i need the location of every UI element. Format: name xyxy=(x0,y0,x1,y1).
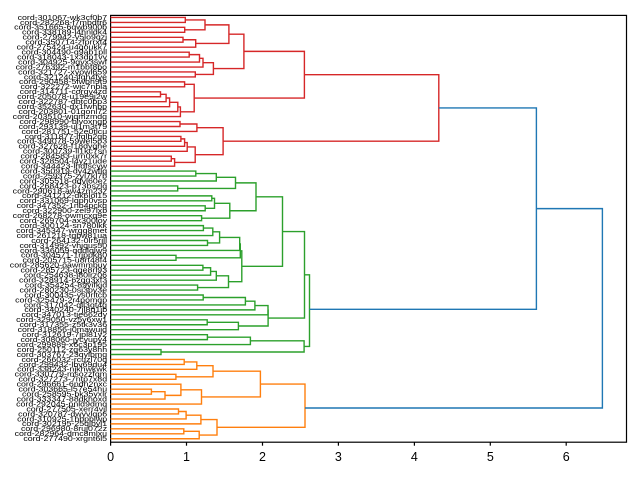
svg-text:cord-301067-wk3cf0b7: cord-301067-wk3cf0b7 xyxy=(18,13,108,22)
svg-text:cord-347013-tje662dy: cord-347013-tje662dy xyxy=(22,310,108,319)
svg-text:cord-320787-dwyvlqp6: cord-320787-dwyvlqp6 xyxy=(18,409,107,418)
svg-text:cord-318043-1x3dp1vv: cord-318043-1x3dp1vv xyxy=(17,52,107,61)
svg-text:cord-341212-dk6lol15: cord-341212-dk6lol15 xyxy=(22,191,107,200)
svg-text:0: 0 xyxy=(107,450,114,464)
svg-text:cord-351665-6qwb900b: cord-351665-6qwb900b xyxy=(14,23,107,32)
svg-text:cord-327628-f18dyghe: cord-327628-f18dyghe xyxy=(19,142,108,151)
svg-text:cord-261218-tqbw81ua: cord-261218-tqbw81ua xyxy=(17,231,108,240)
svg-text:cord-279942-y5lo9qzj: cord-279942-y5lo9qzj xyxy=(23,33,108,42)
svg-text:cord-314992-vhjqus50: cord-314992-vhjqus50 xyxy=(20,241,108,250)
svg-text:cord-338243-njkhwkwk: cord-338243-njkhwkwk xyxy=(17,365,107,374)
svg-text:cord-347352-1nb4pckq: cord-347352-1nb4pckq xyxy=(17,201,108,210)
svg-text:cord-328914-6zqg3xf3: cord-328914-6zqg3xf3 xyxy=(19,275,107,284)
svg-text:cord-317042-qll3gt4g: cord-317042-qll3gt4g xyxy=(24,300,107,309)
svg-text:cord-304571-1rjppk80: cord-304571-1rjppk80 xyxy=(21,251,107,260)
svg-text:cord-277505-xerr4vjl: cord-277505-xerr4vjl xyxy=(26,404,107,413)
svg-text:cord-296661-6ndn2nxc: cord-296661-6ndn2nxc xyxy=(17,380,108,389)
svg-text:cord-280230-0sj3pv3e: cord-280230-0sj3pv3e xyxy=(20,285,108,294)
svg-text:cord-311877-lfqlb2gb: cord-311877-lfqlb2gb xyxy=(25,132,108,141)
svg-text:cord-304490-q9ab1pll: cord-304490-q9ab1pll xyxy=(22,48,108,57)
svg-text:cord-282964-dmc8mlxu: cord-282964-dmc8mlxu xyxy=(15,429,108,438)
svg-text:cord-282268-f7mbdfr6: cord-282268-f7mbdfr6 xyxy=(20,18,107,27)
svg-text:cord-269704-ax300loy: cord-269704-ax300loy xyxy=(20,216,108,225)
svg-text:cord-258595-bk35yxlr: cord-258595-bk35yxlr xyxy=(22,389,108,398)
svg-text:cord-285620-oawmmbuy: cord-285620-oawmmbuy xyxy=(10,261,108,270)
svg-text:3: 3 xyxy=(335,450,342,464)
svg-text:cord-328504-l4yz1ude: cord-328504-l4yz1ude xyxy=(20,157,108,166)
svg-text:cord-300739-ll1kc7sn: cord-300739-ll1kc7sn xyxy=(23,147,107,156)
svg-text:cord-285723-qge8rl93: cord-285723-qge8rl93 xyxy=(21,266,108,275)
svg-text:cord-336059-qddlqlw9: cord-336059-qddlqlw9 xyxy=(20,246,107,255)
svg-text:cord-250112-zg63y8hh: cord-250112-zg63y8hh xyxy=(17,345,107,354)
svg-text:cord-290618-aw4zm23z: cord-290618-aw4zm23z xyxy=(13,186,108,195)
svg-text:cord-354254-89yifkjd: cord-354254-89yifkjd xyxy=(25,280,107,289)
svg-text:cord-340240-7jl8q1jb: cord-340240-7jl8q1jb xyxy=(24,305,107,314)
svg-text:6: 6 xyxy=(563,450,570,464)
svg-text:cord-310925-1hbpblwp: cord-310925-1hbpblwp xyxy=(17,414,107,423)
svg-text:cord-327273-7ntp7x8d: cord-327273-7ntp7x8d xyxy=(19,375,108,384)
svg-text:cord-345347-wrgg8met: cord-345347-wrgg8met xyxy=(16,226,107,235)
svg-text:cord-299889-x6c3p195: cord-299889-x6c3p195 xyxy=(17,340,108,349)
svg-text:cord-292045-pnld9dmq: cord-292045-pnld9dmq xyxy=(16,399,107,408)
svg-text:cord-276392-m1bbt8bo: cord-276392-m1bbt8bo xyxy=(16,62,108,71)
svg-text:cord-303767-23qylbmg: cord-303767-23qylbmg xyxy=(17,350,108,359)
svg-text:cord-352630-dx1fwhbp: cord-352630-dx1fwhbp xyxy=(17,102,107,111)
svg-text:cord-203801-01gonl72: cord-203801-01gonl72 xyxy=(19,107,108,116)
svg-text:cord-312619-7jpl81y2: cord-312619-7jpl81y2 xyxy=(22,330,107,339)
svg-text:5: 5 xyxy=(487,450,494,464)
svg-text:cord-205078-u19e9j2w: cord-205078-u19e9j2w xyxy=(17,92,108,101)
svg-text:cord-330779-msozzfqm: cord-330779-msozzfqm xyxy=(15,370,107,379)
svg-text:cord-318856-j0mawujd: cord-318856-j0mawujd xyxy=(18,325,108,334)
svg-text:cord-314711-corgv4zd: cord-314711-corgv4zd xyxy=(20,87,107,96)
svg-text:cord-275424-u4qoukk7: cord-275424-u4qoukk7 xyxy=(17,43,108,52)
svg-text:cord-268423-p73bszlq: cord-268423-p73bszlq xyxy=(20,181,108,190)
svg-text:cord-325479-2r4pomqp: cord-325479-2r4pomqp xyxy=(15,295,107,304)
svg-text:cord-350714-zfprrxt4: cord-350714-zfprrxt4 xyxy=(25,38,107,47)
svg-text:cord-304925-9gvx3swf: cord-304925-9gvx3swf xyxy=(18,57,107,66)
svg-text:cord-305518-ddvl60ez: cord-305518-ddvl60ez xyxy=(20,176,108,185)
svg-text:cord-281751-52e0tlcu: cord-281751-52e0tlcu xyxy=(22,127,108,136)
svg-text:4: 4 xyxy=(411,450,418,464)
svg-text:cord-331069-lqph0vsp: cord-331069-lqph0vsp xyxy=(20,196,108,205)
svg-text:cord-321240-jfqh4fye: cord-321240-jfqh4fye xyxy=(24,72,107,81)
svg-text:cord-259375-zyl7kl7b: cord-259375-zyl7kl7b xyxy=(23,171,107,180)
svg-text:cord-333347-88dkhoxd: cord-333347-88dkhoxd xyxy=(17,394,108,403)
svg-text:cord-296980-8ruj072z: cord-296980-8ruj072z xyxy=(21,424,108,433)
svg-text:cord-205715-u8rt48f4: cord-205715-u8rt48f4 xyxy=(23,256,108,265)
svg-text:cord-322787-dbtc0bp3: cord-322787-dbtc0bp3 xyxy=(19,97,108,106)
svg-text:cord-350919-dy4zwflq: cord-350919-dy4zwflq xyxy=(21,166,108,175)
svg-text:cord-299432-lbv69du4: cord-299432-lbv69du4 xyxy=(19,360,107,369)
svg-text:cord-277490-xrgnt6l5: cord-277490-xrgnt6l5 xyxy=(23,434,107,443)
svg-text:1: 1 xyxy=(183,450,190,464)
svg-text:cord-266032-rcuzl70q: cord-266032-rcuzl70q xyxy=(22,355,108,364)
svg-text:cord-203510-wjqmzmdg: cord-203510-wjqmzmdg xyxy=(13,112,107,121)
svg-text:cord-300435-vs0rltcb: cord-300435-vs0rltcb xyxy=(24,290,107,299)
svg-text:cord-317355-z5tk3v36: cord-317355-z5tk3v36 xyxy=(20,320,108,329)
svg-text:cord-268278-owmcxq9e: cord-268278-owmcxq9e xyxy=(13,211,107,220)
svg-text:cord-322272-wjc7nbla: cord-322272-wjc7nbla xyxy=(21,82,108,91)
svg-text:cord-298990-blvoxngp: cord-298990-blvoxngp xyxy=(20,117,108,126)
svg-text:cord-329050-vz5y6xw1: cord-329050-vz5y6xw1 xyxy=(16,315,107,324)
svg-text:cord-344423-lhdfscyw: cord-344423-lhdfscyw xyxy=(21,161,108,170)
svg-text:2: 2 xyxy=(259,450,266,464)
svg-text:cord-254638-j80lrz06: cord-254638-j80lrz06 xyxy=(24,271,107,280)
svg-text:cord-293139-ul1m3t79: cord-293139-ul1m3t79 xyxy=(19,122,108,131)
svg-text:cord-302195-25qlbyl1: cord-302195-25qlbyl1 xyxy=(22,419,107,428)
svg-text:cord-303665-l57e54hu: cord-303665-l57e54hu xyxy=(19,385,108,394)
svg-text:cord-321727-xyowl659: cord-321727-xyowl659 xyxy=(18,67,107,76)
svg-text:cord-300124-sn780lkk: cord-300124-sn780lkk xyxy=(20,221,108,230)
svg-text:cord-322900-zel97lxb: cord-322900-zel97lxb xyxy=(23,206,108,215)
svg-text:cord-264132-0lr5rjll: cord-264132-0lr5rjll xyxy=(31,236,107,245)
svg-text:cord-308060-jycyupy4: cord-308060-jycyupy4 xyxy=(21,335,108,344)
svg-text:cord-290458-5fwbh9t9: cord-290458-5fwbh9t9 xyxy=(19,77,107,86)
svg-text:cord-338189-j4hnldk4: cord-338189-j4hnldk4 xyxy=(22,28,107,37)
svg-text:cord-284583-urn0xk7r: cord-284583-urn0xk7r xyxy=(21,152,108,161)
svg-text:cord-349078-59wel5o3: cord-349078-59wel5o3 xyxy=(17,137,107,146)
